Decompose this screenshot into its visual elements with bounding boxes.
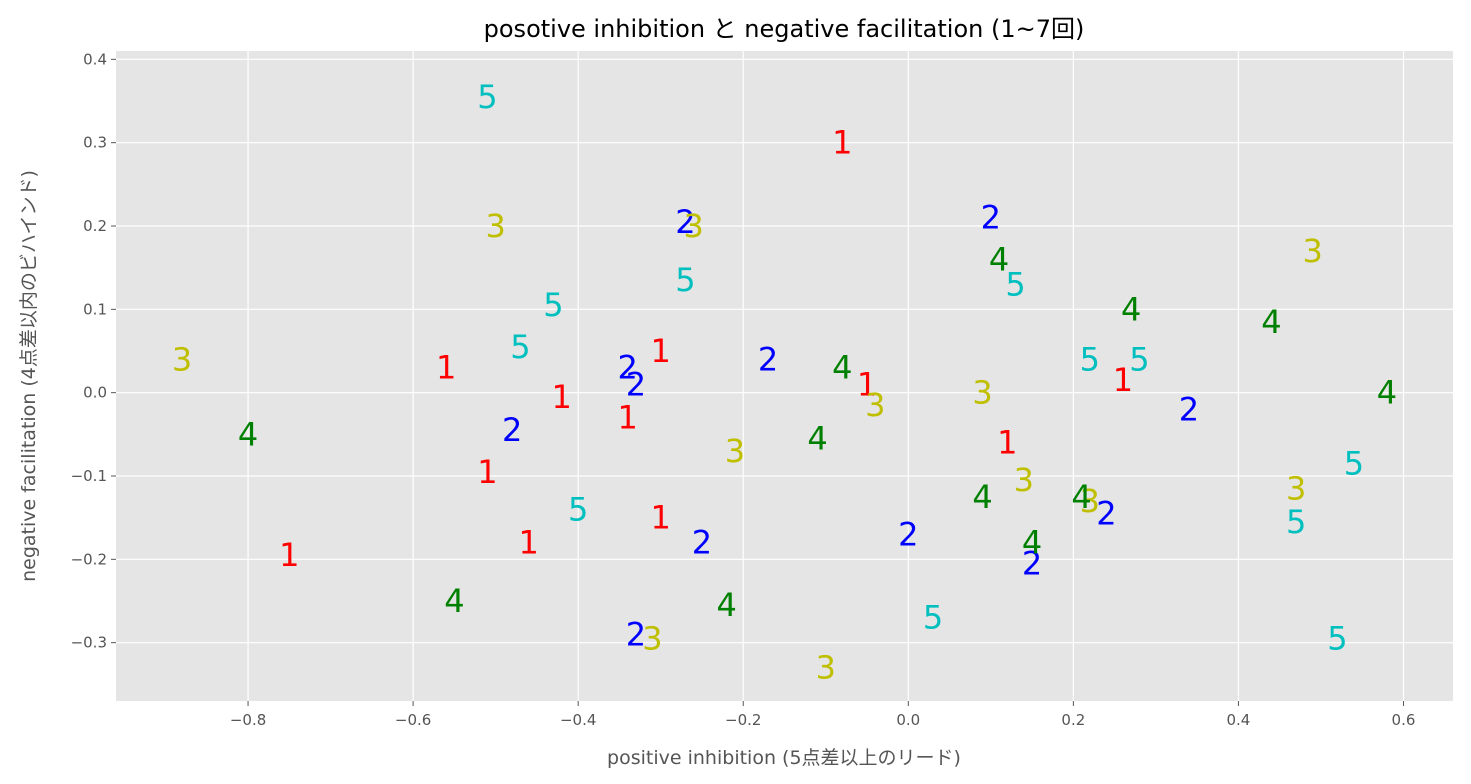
- data-point-4: 4: [807, 420, 827, 458]
- data-point-5: 5: [568, 490, 588, 528]
- data-point-4: 4: [1022, 524, 1042, 562]
- data-point-3: 3: [1080, 482, 1100, 520]
- plot-area: [116, 51, 1453, 701]
- x-tick-label: 0.2: [1061, 711, 1085, 729]
- y-tick-label: 0.0: [83, 384, 107, 402]
- data-point-2: 2: [626, 365, 646, 403]
- y-tick-label: −0.2: [71, 550, 107, 568]
- y-tick-label: −0.1: [71, 467, 107, 485]
- data-point-5: 5: [477, 78, 497, 116]
- data-point-1: 1: [551, 378, 571, 416]
- data-point-5: 5: [1344, 445, 1364, 483]
- data-point-1: 1: [436, 349, 456, 387]
- data-point-1: 1: [651, 499, 671, 537]
- data-point-1: 1: [279, 536, 299, 574]
- data-point-5: 5: [1129, 340, 1149, 378]
- data-point-4: 4: [989, 240, 1009, 278]
- data-point-1: 1: [1113, 361, 1133, 399]
- data-point-1: 1: [997, 424, 1017, 462]
- x-tick-label: −0.8: [230, 711, 266, 729]
- data-point-5: 5: [1286, 503, 1306, 541]
- data-point-4: 4: [1377, 374, 1397, 412]
- data-point-3: 3: [1014, 461, 1034, 499]
- data-point-4: 4: [717, 586, 737, 624]
- data-point-4: 4: [972, 478, 992, 516]
- data-point-3: 3: [642, 620, 662, 658]
- y-tick-label: 0.2: [83, 217, 107, 235]
- x-tick-label: −0.2: [725, 711, 761, 729]
- data-point-2: 2: [1179, 390, 1199, 428]
- data-point-4: 4: [238, 415, 258, 453]
- data-point-2: 2: [758, 340, 778, 378]
- data-point-2: 2: [692, 524, 712, 562]
- data-point-2: 2: [898, 515, 918, 553]
- data-point-2: 2: [1022, 545, 1042, 583]
- data-point-5: 5: [1005, 265, 1025, 303]
- x-tick-label: −0.6: [395, 711, 431, 729]
- y-tick-label: −0.3: [71, 634, 107, 652]
- x-tick-label: −0.4: [560, 711, 596, 729]
- data-point-3: 3: [865, 386, 885, 424]
- data-point-4: 4: [444, 582, 464, 620]
- y-axis-label: negative facilitation (4点差以内のビハインド): [18, 170, 40, 582]
- data-point-1: 1: [518, 524, 538, 562]
- data-point-4: 4: [1071, 478, 1091, 516]
- grid: [116, 51, 1453, 701]
- y-tick-label: 0.1: [83, 300, 107, 318]
- data-point-5: 5: [510, 328, 530, 366]
- data-point-2: 2: [981, 199, 1001, 237]
- data-point-3: 3: [725, 432, 745, 470]
- data-point-3: 3: [684, 207, 704, 245]
- data-point-3: 3: [1303, 232, 1323, 270]
- data-point-2: 2: [1096, 495, 1116, 533]
- data-point-5: 5: [675, 261, 695, 299]
- data-point-5: 5: [543, 286, 563, 324]
- data-point-2: 2: [618, 349, 638, 387]
- y-tick-label: 0.4: [83, 50, 107, 68]
- data-point-4: 4: [1121, 290, 1141, 328]
- data-point-4: 4: [1261, 303, 1281, 341]
- data-point-1: 1: [832, 124, 852, 162]
- data-point-5: 5: [1080, 340, 1100, 378]
- data-point-1: 1: [857, 365, 877, 403]
- data-point-3: 3: [972, 374, 992, 412]
- data-point-1: 1: [618, 399, 638, 437]
- chart-title: posotive inhibition と negative facilitat…: [484, 15, 1085, 43]
- data-point-3: 3: [172, 340, 192, 378]
- tick-labels: −0.8 −0.6 −0.4 −0.2 0.0 0.2 0.4 0.6 −0.3 −0.2 −0.1…: [71, 50, 1416, 729]
- data-point-2: 2: [626, 615, 646, 653]
- data-point-3: 3: [816, 649, 836, 687]
- x-tick-label: 0.4: [1226, 711, 1250, 729]
- data-point-3: 3: [485, 207, 505, 245]
- y-tick-label: 0.3: [83, 134, 107, 152]
- data-point-4: 4: [832, 349, 852, 387]
- data-point-1: 1: [477, 453, 497, 491]
- data-point-3: 3: [1286, 470, 1306, 508]
- data-point-2: 2: [675, 203, 695, 241]
- x-axis-label: positive inhibition (5点差以上のリード): [607, 747, 961, 769]
- data-point-2: 2: [502, 411, 522, 449]
- x-tick-label: 0.6: [1392, 711, 1416, 729]
- data-point-1: 1: [651, 332, 671, 370]
- x-tick-label: 0.0: [896, 711, 920, 729]
- data-point-5: 5: [923, 599, 943, 637]
- data-point-5: 5: [1327, 620, 1347, 658]
